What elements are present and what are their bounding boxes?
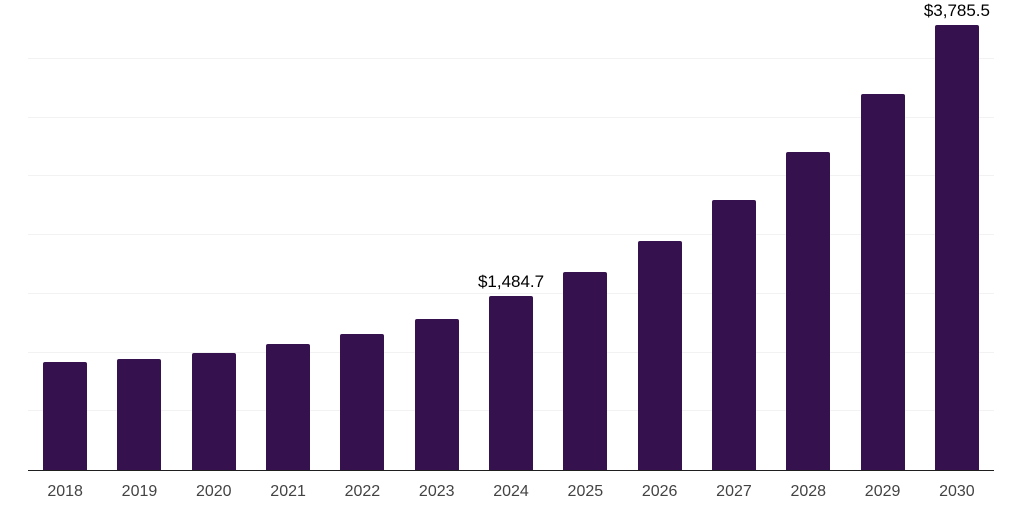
gridline-3000 xyxy=(28,116,994,118)
bar-2024 xyxy=(489,295,534,470)
data-label-2030: $3,785.5 xyxy=(923,1,990,21)
bar-2028 xyxy=(786,152,831,470)
bars: $1,484.7 $3,785.5 xyxy=(28,0,994,470)
bar-slot-2026 xyxy=(623,0,697,470)
bar-slot-2030: $3,785.5 xyxy=(920,0,994,470)
bar-slot-2027 xyxy=(697,0,771,470)
bar-slot-2024: $1,484.7 xyxy=(474,0,548,470)
bar-2025 xyxy=(563,271,608,470)
gridline-1500 xyxy=(28,292,994,294)
x-tick-2028: 2028 xyxy=(790,482,827,500)
bar-slot-2028 xyxy=(771,0,845,470)
bar-2023 xyxy=(414,319,459,470)
x-tick-2026: 2026 xyxy=(641,482,678,500)
bar-slot-2025 xyxy=(548,0,622,470)
x-tick-2023: 2023 xyxy=(418,482,455,500)
x-tick-2020: 2020 xyxy=(195,482,232,500)
bar-2019 xyxy=(117,359,162,470)
gridline-3500 xyxy=(28,57,994,59)
bar-slot-2029 xyxy=(845,0,919,470)
bar-2021 xyxy=(266,344,311,470)
bar-slot-2023 xyxy=(400,0,474,470)
x-tick-2025: 2025 xyxy=(567,482,604,500)
bar-2018 xyxy=(43,361,88,470)
bar-slot-2018 xyxy=(28,0,102,470)
bar-slot-2021 xyxy=(251,0,325,470)
bar-2030 xyxy=(934,25,979,470)
gridline-2500 xyxy=(28,175,994,177)
x-tick-2027: 2027 xyxy=(716,482,752,500)
bar-2022 xyxy=(340,333,385,470)
plot-area: $1,484.7 $3,785.5 xyxy=(28,0,994,471)
bar-2020 xyxy=(191,352,236,470)
x-tick-2024: 2024 xyxy=(493,482,529,500)
x-axis-labels: 2018 2019 2020 2021 2022 2023 2024 2025 2026 2027… xyxy=(28,471,994,512)
gridline-2000 xyxy=(28,234,994,235)
data-label-2024: $1,484.7 xyxy=(477,271,545,291)
x-tick-2030: 2030 xyxy=(939,482,975,500)
x-tick-2021: 2021 xyxy=(270,482,306,500)
x-tick-2018: 2018 xyxy=(47,482,83,500)
bar-2029 xyxy=(860,94,905,470)
x-tick-2029: 2029 xyxy=(864,482,901,500)
bar-slot-2019 xyxy=(102,0,176,470)
x-tick-2019: 2019 xyxy=(121,482,158,500)
bar-2026 xyxy=(637,240,682,470)
bar-slot-2020 xyxy=(177,0,251,470)
bar-slot-2022 xyxy=(325,0,399,470)
bar-2027 xyxy=(711,200,756,470)
x-tick-2022: 2022 xyxy=(344,482,381,500)
